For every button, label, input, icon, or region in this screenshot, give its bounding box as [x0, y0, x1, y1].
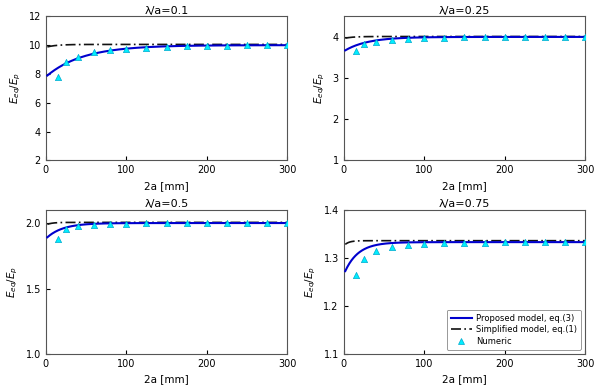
Point — [351, 272, 361, 278]
X-axis label: 2a [mm]: 2a [mm] — [442, 374, 487, 385]
Point — [440, 35, 449, 41]
Point — [142, 220, 151, 227]
Point — [222, 220, 232, 226]
X-axis label: 2a [mm]: 2a [mm] — [144, 181, 189, 191]
Point — [460, 239, 469, 246]
Point — [480, 34, 490, 41]
Point — [520, 239, 530, 245]
Point — [283, 42, 292, 48]
Point — [359, 256, 368, 262]
Point — [162, 44, 172, 50]
Point — [403, 242, 413, 248]
Point — [580, 34, 590, 40]
Point — [580, 239, 590, 245]
Point — [106, 47, 115, 53]
Point — [182, 220, 191, 226]
Legend: Proposed model, eq.(3), Simplified model, eq.(1), Numeric: Proposed model, eq.(3), Simplified model… — [447, 310, 581, 350]
Point — [106, 221, 115, 227]
Point — [359, 41, 368, 48]
Point — [351, 48, 361, 55]
Point — [419, 241, 429, 247]
X-axis label: 2a [mm]: 2a [mm] — [144, 374, 189, 385]
Point — [560, 239, 570, 245]
Title: λ/a=0.1: λ/a=0.1 — [145, 5, 188, 16]
Point — [262, 220, 272, 226]
Point — [222, 43, 232, 49]
Point — [540, 34, 550, 40]
Point — [419, 35, 429, 41]
Point — [520, 34, 530, 40]
Title: λ/a=0.25: λ/a=0.25 — [439, 5, 490, 16]
Y-axis label: $E_{eq}/E_p$: $E_{eq}/E_p$ — [313, 72, 327, 105]
Point — [283, 220, 292, 226]
Point — [182, 43, 191, 50]
X-axis label: 2a [mm]: 2a [mm] — [442, 181, 487, 191]
Point — [53, 236, 62, 242]
Point — [371, 248, 380, 254]
Point — [89, 49, 99, 55]
Title: λ/a=0.5: λ/a=0.5 — [145, 199, 188, 209]
Point — [121, 46, 131, 52]
Point — [61, 226, 71, 232]
Point — [480, 239, 490, 246]
Point — [500, 34, 509, 40]
Point — [242, 220, 252, 226]
Point — [387, 244, 397, 250]
Point — [142, 44, 151, 51]
Point — [53, 74, 62, 80]
Point — [403, 36, 413, 42]
Point — [387, 37, 397, 43]
Point — [371, 39, 380, 45]
Point — [162, 220, 172, 227]
Y-axis label: $E_{eq}/E_p$: $E_{eq}/E_p$ — [8, 72, 23, 105]
Point — [202, 220, 212, 226]
Point — [73, 53, 83, 60]
Point — [202, 43, 212, 49]
Point — [560, 34, 570, 40]
Point — [89, 222, 99, 228]
Point — [540, 239, 550, 245]
Point — [242, 43, 252, 49]
Y-axis label: $E_{eq}/E_p$: $E_{eq}/E_p$ — [5, 266, 20, 298]
Point — [262, 42, 272, 48]
Title: λ/a=0.75: λ/a=0.75 — [439, 199, 490, 209]
Point — [440, 240, 449, 246]
Y-axis label: $E_{eq}/E_p$: $E_{eq}/E_p$ — [304, 266, 318, 298]
Point — [121, 221, 131, 227]
Point — [73, 223, 83, 229]
Point — [460, 34, 469, 41]
Point — [500, 239, 509, 245]
Point — [61, 59, 71, 66]
